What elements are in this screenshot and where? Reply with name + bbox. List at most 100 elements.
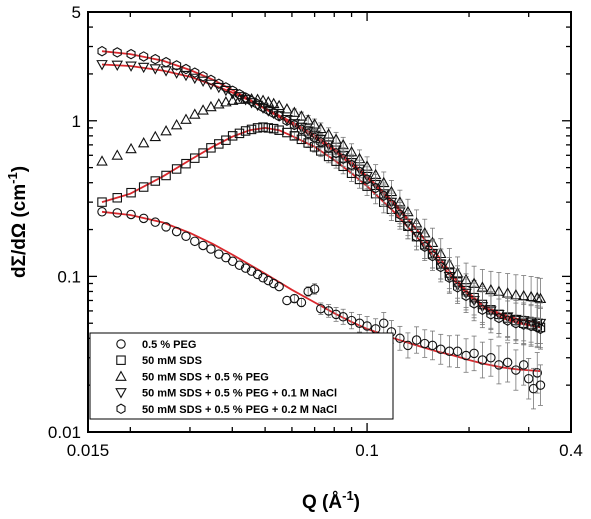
data-point bbox=[197, 104, 209, 115]
legend-item: 50 mM SDS bbox=[116, 355, 202, 367]
legend-marker bbox=[116, 403, 126, 415]
x-axis-title-prefix: Q ( bbox=[302, 492, 329, 513]
y-axis-title-main: dΣ/dΩ (cm bbox=[9, 184, 30, 278]
data-point bbox=[172, 60, 182, 71]
data-point bbox=[198, 240, 208, 251]
data-point bbox=[226, 94, 239, 105]
data-point bbox=[347, 159, 357, 171]
data-point bbox=[240, 126, 251, 136]
data-point bbox=[263, 275, 274, 286]
data-point bbox=[161, 222, 171, 232]
legend-label: 50 mM SDS + 0.5 % PEG + 0.1 M NaCl bbox=[142, 388, 337, 400]
data-point bbox=[96, 60, 108, 71]
legend-box bbox=[89, 332, 394, 420]
plot-frame bbox=[87, 11, 572, 433]
data-point bbox=[338, 312, 348, 322]
data-point bbox=[412, 231, 422, 242]
data-point bbox=[403, 220, 413, 232]
data-point bbox=[338, 153, 348, 165]
data-point bbox=[324, 142, 334, 154]
data-point bbox=[288, 106, 301, 117]
data-point bbox=[534, 292, 547, 304]
legend-label: 50 mM SDS + 0.5 % PEG + 0.2 M NaCl bbox=[142, 404, 337, 416]
data-point bbox=[170, 68, 183, 79]
data-point bbox=[161, 56, 171, 68]
data-point bbox=[503, 315, 513, 326]
data-point bbox=[198, 148, 208, 158]
data-point bbox=[257, 103, 269, 114]
data-point bbox=[181, 231, 191, 242]
data-point bbox=[296, 297, 307, 308]
y-tick-label: 5 bbox=[72, 3, 81, 22]
data-point bbox=[246, 266, 257, 276]
data-point bbox=[268, 278, 279, 289]
data-point bbox=[322, 128, 335, 139]
y-axis-title-sup: -1 bbox=[5, 172, 20, 184]
data-point bbox=[171, 226, 182, 237]
data-point bbox=[532, 368, 543, 378]
data-point bbox=[362, 174, 372, 185]
data-point bbox=[395, 333, 405, 344]
data-point bbox=[331, 147, 341, 159]
legend-label: 50 mM SDS + 0.5 % PEG bbox=[142, 371, 269, 383]
data-point bbox=[251, 100, 264, 112]
data-point bbox=[531, 291, 544, 303]
data-point bbox=[281, 103, 293, 114]
y-tick-label: 1 bbox=[72, 112, 81, 131]
data-point bbox=[189, 108, 201, 119]
data-point bbox=[477, 355, 488, 365]
y-tick-label: 0.01 bbox=[48, 423, 81, 442]
data-point bbox=[189, 73, 201, 85]
data-point bbox=[220, 96, 232, 107]
data-point bbox=[139, 51, 149, 62]
x-tick-label: 0.015 bbox=[67, 441, 110, 460]
legend-marker bbox=[115, 388, 127, 399]
data-point bbox=[323, 306, 334, 316]
series-square bbox=[97, 122, 546, 349]
data-point bbox=[160, 125, 172, 136]
data-point bbox=[517, 289, 530, 301]
data-point bbox=[161, 170, 171, 181]
data-point bbox=[234, 89, 245, 100]
data-point bbox=[354, 166, 365, 178]
data-point bbox=[273, 99, 285, 111]
data-point bbox=[126, 209, 136, 220]
data-point bbox=[171, 164, 182, 174]
data-point bbox=[150, 217, 161, 227]
data-point bbox=[97, 45, 107, 57]
fit-curve bbox=[101, 63, 541, 325]
data-point bbox=[190, 236, 200, 247]
data-point bbox=[316, 136, 326, 148]
data-points bbox=[96, 45, 547, 410]
y-axis-title: dΣ/dΩ (cm-1) bbox=[5, 166, 30, 278]
data-point bbox=[315, 122, 327, 134]
data-point bbox=[111, 60, 124, 72]
data-point bbox=[452, 346, 463, 357]
data-point bbox=[258, 122, 268, 132]
data-point bbox=[494, 312, 504, 324]
data-point bbox=[205, 100, 217, 112]
y-tick-label: 0.1 bbox=[57, 267, 81, 286]
data-point bbox=[262, 106, 275, 117]
data-point bbox=[395, 209, 405, 220]
data-point bbox=[289, 119, 299, 131]
y-axis-title-suffix: ) bbox=[9, 166, 30, 172]
data-point bbox=[469, 348, 479, 359]
data-point bbox=[221, 82, 231, 93]
data-point bbox=[205, 79, 217, 91]
data-point bbox=[263, 104, 273, 116]
x-axis-title: Q (Å-1) bbox=[302, 488, 360, 513]
data-point bbox=[149, 130, 162, 142]
data-point bbox=[180, 70, 192, 82]
data-point bbox=[227, 131, 238, 141]
data-point bbox=[180, 113, 192, 124]
data-point bbox=[519, 319, 529, 330]
data-point bbox=[137, 137, 150, 148]
data-point bbox=[302, 114, 314, 125]
data-point bbox=[97, 197, 107, 207]
data-point bbox=[247, 95, 257, 107]
data-point bbox=[197, 76, 209, 88]
data-point bbox=[111, 149, 124, 160]
data-point bbox=[258, 102, 268, 113]
